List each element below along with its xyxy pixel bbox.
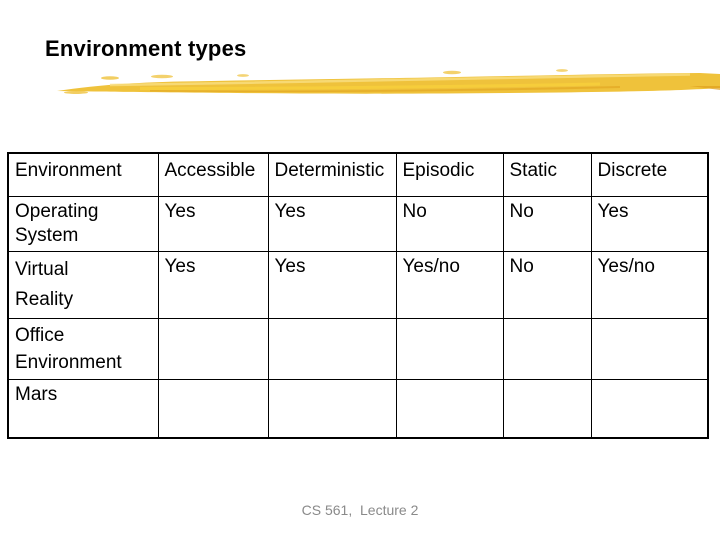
col-header-accessible: Accessible xyxy=(157,152,269,197)
cell-value: Yes xyxy=(157,195,269,252)
col-header-deterministic: Deterministic xyxy=(267,152,397,197)
cell-value: No xyxy=(395,195,504,252)
col-header-environment: Environment xyxy=(7,152,159,197)
cell-environment-name: Mars xyxy=(7,378,159,439)
cell-value xyxy=(157,317,269,380)
cell-value xyxy=(395,317,504,380)
cell-value: Yes xyxy=(157,250,269,319)
cell-value: Yes/no xyxy=(395,250,504,319)
cell-environment-name: Virtual Reality xyxy=(7,250,159,319)
table-row-operating-system: Operating System Yes Yes No No Yes xyxy=(7,195,709,252)
cell-value xyxy=(590,317,709,380)
cell-value xyxy=(157,378,269,439)
cell-value: No xyxy=(502,250,592,319)
col-header-episodic: Episodic xyxy=(395,152,504,197)
cell-environment-name: Office Environment xyxy=(7,317,159,380)
cell-value xyxy=(395,378,504,439)
slide-title: Environment types xyxy=(45,36,247,61)
cell-value xyxy=(502,317,592,380)
col-header-static: Static xyxy=(502,152,592,197)
cell-environment-name: Operating System xyxy=(7,195,159,252)
table-header-row: Environment Accessible Deterministic Epi… xyxy=(7,152,709,197)
environment-types-table: Environment Accessible Deterministic Epi… xyxy=(7,152,709,439)
table-row-office-environment: Office Environment xyxy=(7,317,709,380)
cell-value xyxy=(267,317,397,380)
brush-stroke-decoration xyxy=(57,69,720,94)
cell-value xyxy=(267,378,397,439)
cell-value: Yes xyxy=(267,195,397,252)
cell-value xyxy=(590,378,709,439)
cell-value: No xyxy=(502,195,592,252)
slide-footer: CS 561, Lecture 2 xyxy=(301,502,419,518)
col-header-discrete: Discrete xyxy=(590,152,709,197)
table-row-mars: Mars xyxy=(7,378,709,439)
cell-value: Yes xyxy=(590,195,709,252)
cell-value: Yes xyxy=(267,250,397,319)
cell-value: Yes/no xyxy=(590,250,709,319)
table-row-virtual-reality: Virtual Reality Yes Yes Yes/no No Yes/no xyxy=(7,250,709,319)
cell-value xyxy=(502,378,592,439)
